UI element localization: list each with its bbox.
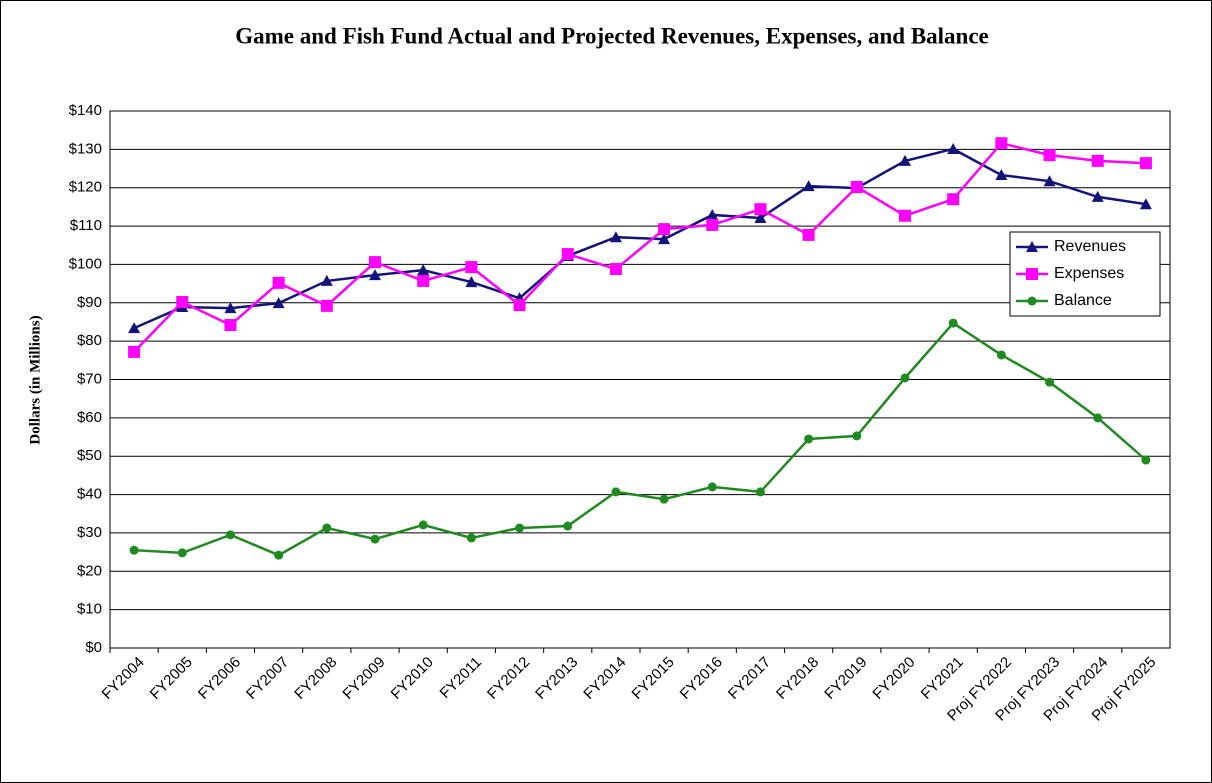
marker <box>1139 157 1152 170</box>
marker <box>369 269 381 281</box>
marker <box>755 487 765 497</box>
marker <box>176 296 189 309</box>
y-axis-label: Dollars (in Millions) <box>27 315 43 444</box>
marker <box>272 297 285 309</box>
marker <box>802 180 815 192</box>
y-tick-label: $40 <box>77 486 102 503</box>
y-tick-label: $110 <box>70 217 102 234</box>
marker <box>563 521 573 531</box>
marker <box>1043 175 1056 187</box>
marker <box>609 263 622 276</box>
marker <box>899 209 911 222</box>
y-tick-label: $80 <box>77 332 102 349</box>
marker <box>609 231 622 243</box>
marker <box>418 520 428 530</box>
marker <box>417 264 430 276</box>
marker <box>1091 154 1104 167</box>
y-tick-label: $130 <box>69 140 102 157</box>
legend-label: Revenues <box>1054 238 1126 255</box>
y-tick-label: $140 <box>69 102 102 119</box>
marker <box>465 261 478 274</box>
y-tick-label: $10 <box>77 601 102 618</box>
y-tick-label: $0 <box>85 639 102 656</box>
marker <box>177 548 187 558</box>
legend-marker <box>1026 241 1038 252</box>
marker <box>948 318 958 328</box>
marker <box>1141 455 1151 465</box>
marker <box>754 203 767 216</box>
marker <box>996 350 1006 360</box>
y-tick-label: $50 <box>77 447 102 464</box>
marker <box>947 142 960 154</box>
marker <box>706 218 719 231</box>
marker <box>1045 377 1055 387</box>
legend-label: Balance <box>1054 292 1112 309</box>
marker <box>850 180 863 193</box>
marker <box>802 228 815 241</box>
chart-title: Game and Fish Fund Actual and Projected … <box>235 23 989 48</box>
series-line <box>134 321 1147 557</box>
marker <box>707 482 717 492</box>
marker <box>754 212 767 224</box>
marker <box>274 550 284 560</box>
marker <box>320 299 333 312</box>
marker <box>369 256 381 269</box>
marker <box>1091 190 1104 202</box>
marker <box>900 373 910 383</box>
marker <box>225 530 235 540</box>
y-tick-label: $60 <box>77 409 102 426</box>
marker <box>804 434 814 444</box>
y-tick-label: $120 <box>69 179 102 196</box>
marker <box>515 523 525 533</box>
marker <box>658 233 671 245</box>
marker <box>272 276 285 289</box>
marker <box>129 545 139 555</box>
marker <box>947 193 960 206</box>
y-tick-label: $100 <box>69 255 102 272</box>
y-tick-label: $20 <box>77 562 102 579</box>
marker <box>513 299 526 312</box>
y-tick-label: $70 <box>77 370 102 387</box>
marker <box>561 248 574 261</box>
marker <box>1043 149 1056 162</box>
marker <box>417 274 430 287</box>
legend-label: Expenses <box>1054 265 1124 282</box>
y-tick-label: $90 <box>77 294 102 311</box>
marker <box>128 322 141 334</box>
marker <box>1139 198 1152 210</box>
marker <box>1093 413 1103 423</box>
marker <box>659 494 669 504</box>
marker <box>466 533 476 543</box>
marker <box>370 534 380 544</box>
marker <box>128 345 141 358</box>
marker <box>658 223 671 236</box>
marker <box>322 523 332 533</box>
legend-marker <box>1026 268 1038 280</box>
marker <box>706 208 719 220</box>
marker <box>995 137 1008 150</box>
marker <box>320 274 333 286</box>
legend-marker <box>1027 296 1037 306</box>
marker <box>995 169 1008 181</box>
y-tick-label: $30 <box>77 524 102 541</box>
series-line <box>133 147 1147 330</box>
series-line <box>133 141 1146 353</box>
marker <box>224 302 237 314</box>
marker <box>899 154 911 166</box>
marker <box>224 319 237 332</box>
marker <box>465 276 478 288</box>
marker <box>852 431 862 441</box>
marker <box>611 487 621 497</box>
